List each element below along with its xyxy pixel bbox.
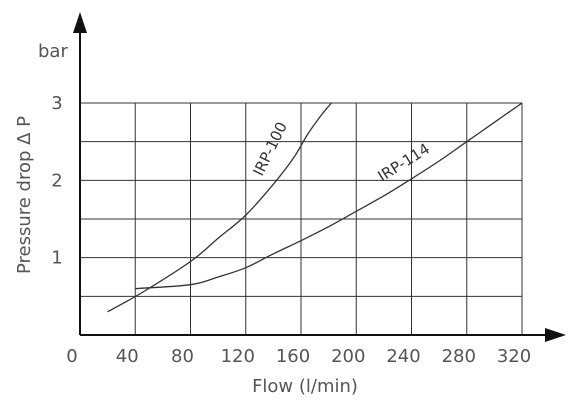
y-axis-label: Pressure drop Δ P [14,116,35,274]
series-curves [107,102,523,313]
y-tick-label: 2 [51,170,62,191]
y-unit-label: bar [38,41,68,62]
x-tick-label: 200 [331,346,365,367]
y-axis-arrow-icon [73,12,87,33]
x-tick-label: 280 [442,346,476,367]
x-axis-arrow-icon [545,328,566,342]
tick-labels: 0 40 80 120 160 200 240 280 320 1 2 3 [51,93,531,367]
x-tick-label: 120 [221,346,255,367]
x-tick-label: 80 [171,346,194,367]
x-tick-label: 0 [66,346,77,367]
x-axis-label: Flow (l/min) [252,376,358,397]
series-line-irp-114 [135,102,523,290]
axes [73,12,566,342]
y-tick-label: 1 [51,248,62,269]
series-line-irp-100 [107,102,332,313]
grid [80,102,523,335]
x-tick-label: 40 [116,346,139,367]
series-label-irp-114: IRP-114 [375,140,433,186]
x-tick-label: 320 [497,346,531,367]
x-tick-label: 160 [276,346,310,367]
x-tick-label: 240 [386,346,420,367]
y-tick-label: 3 [51,93,62,114]
